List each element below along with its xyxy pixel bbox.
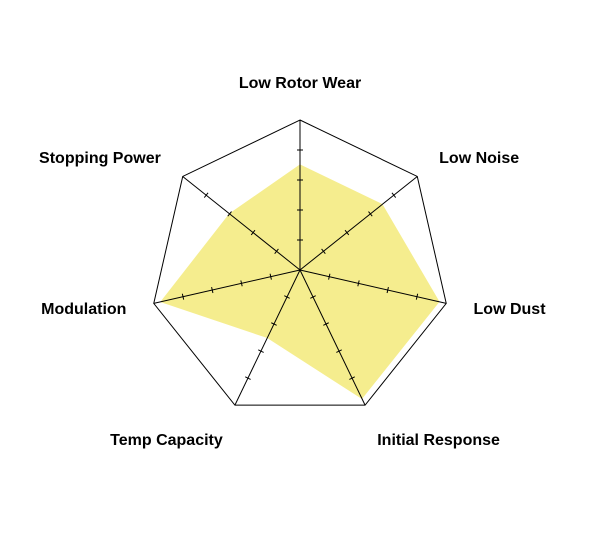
radar-svg: Low Rotor Wear Low Noise Low Dust Initial R… [0, 0, 600, 540]
radar-axis-label: Temp Capacity [110, 432, 223, 449]
radar-axis-label: Modulation [41, 301, 126, 318]
radar-axis-label: Low Dust [474, 301, 547, 318]
radar-axis-label: Low Rotor Wear [239, 75, 361, 92]
radar-chart: Low Rotor Wear Low Noise Low Dust Initial R… [0, 0, 600, 540]
radar-axis-label: Initial Response [377, 432, 500, 449]
radar-axis-label: Stopping Power [39, 150, 161, 167]
radar-axis-label: Low Noise [439, 150, 519, 167]
